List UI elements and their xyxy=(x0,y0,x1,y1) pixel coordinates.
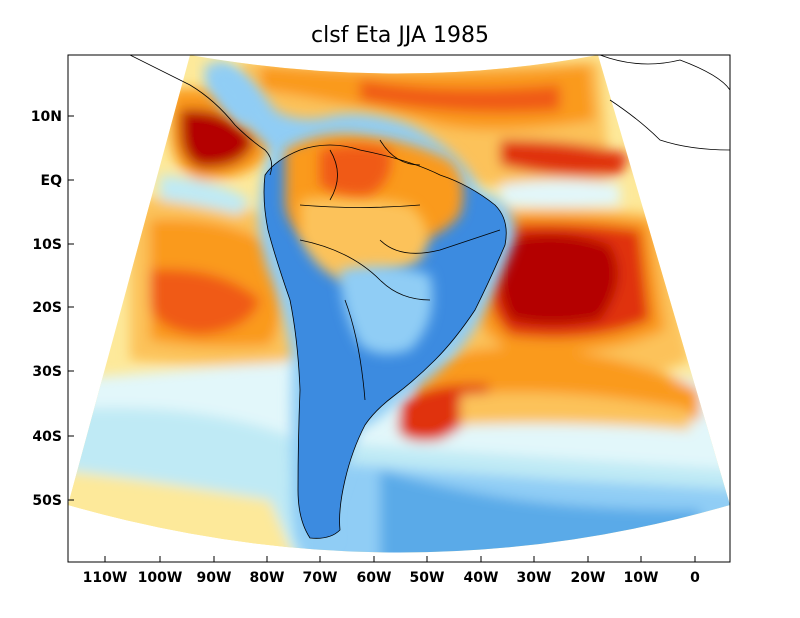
equatorial-atlantic-red xyxy=(500,140,630,177)
y-tick-label: 10N xyxy=(31,109,62,125)
map-title: clsf Eta JJA 1985 xyxy=(311,23,489,48)
y-tick-marks xyxy=(68,115,74,501)
country-border-3 xyxy=(344,299,366,401)
country-border-4 xyxy=(379,229,501,254)
x-tick-label: 0 xyxy=(690,570,700,586)
front-light-orange xyxy=(460,392,690,430)
x-tick-label: 110W xyxy=(83,570,128,586)
x-tick-label: 90W xyxy=(197,570,232,586)
atlantic-dark-red xyxy=(498,233,618,325)
x-tick-label: 30W xyxy=(517,570,552,586)
y-tick-label: EQ xyxy=(41,173,63,189)
x-tick-label: 70W xyxy=(303,570,338,586)
x-tick-label: 20W xyxy=(571,570,606,586)
x-tick-label: 50W xyxy=(410,570,445,586)
y-axis-labels: 10N EQ 10S 20S 30S 40S 50S xyxy=(31,109,62,509)
south-america-coastline xyxy=(263,144,507,539)
amazon-orange-red xyxy=(320,145,391,196)
borders-overlay xyxy=(129,55,730,539)
south-america-land xyxy=(205,62,516,545)
x-tick-label: 80W xyxy=(250,570,285,586)
x-tick-marks xyxy=(104,556,696,562)
country-border-6 xyxy=(379,139,421,166)
x-tick-label: 40W xyxy=(464,570,499,586)
pacific-cool-strip xyxy=(160,175,250,215)
country-border-2 xyxy=(299,239,431,301)
y-tick-label: 40S xyxy=(32,429,62,445)
north-orange-red xyxy=(360,80,560,113)
x-tick-label: 100W xyxy=(138,570,183,586)
central-light-blue xyxy=(340,266,433,354)
x-tick-label: 10W xyxy=(624,570,659,586)
plot-frame xyxy=(67,54,731,563)
x-axis-labels: 110W 100W 90W 80W 70W 60W 50W 40W 30W 20… xyxy=(83,570,700,586)
caribbean-coast-blue xyxy=(205,64,254,125)
central-america-coastline xyxy=(129,55,273,176)
amazon-light-orange xyxy=(300,196,428,281)
y-tick-label: 50S xyxy=(32,493,62,509)
country-border-1 xyxy=(299,204,421,208)
ne-pacific-dark-red xyxy=(180,109,255,169)
y-tick-label: 10S xyxy=(32,237,62,253)
y-tick-label: 20S xyxy=(32,300,62,316)
country-border-5 xyxy=(329,149,338,201)
africa-coastline xyxy=(599,55,730,151)
forecast-domain xyxy=(68,55,730,553)
pacific-orange-red xyxy=(150,269,260,335)
y-tick-label: 30S xyxy=(32,364,62,380)
x-tick-label: 60W xyxy=(357,570,392,586)
equatorial-cool-patch xyxy=(500,180,620,208)
